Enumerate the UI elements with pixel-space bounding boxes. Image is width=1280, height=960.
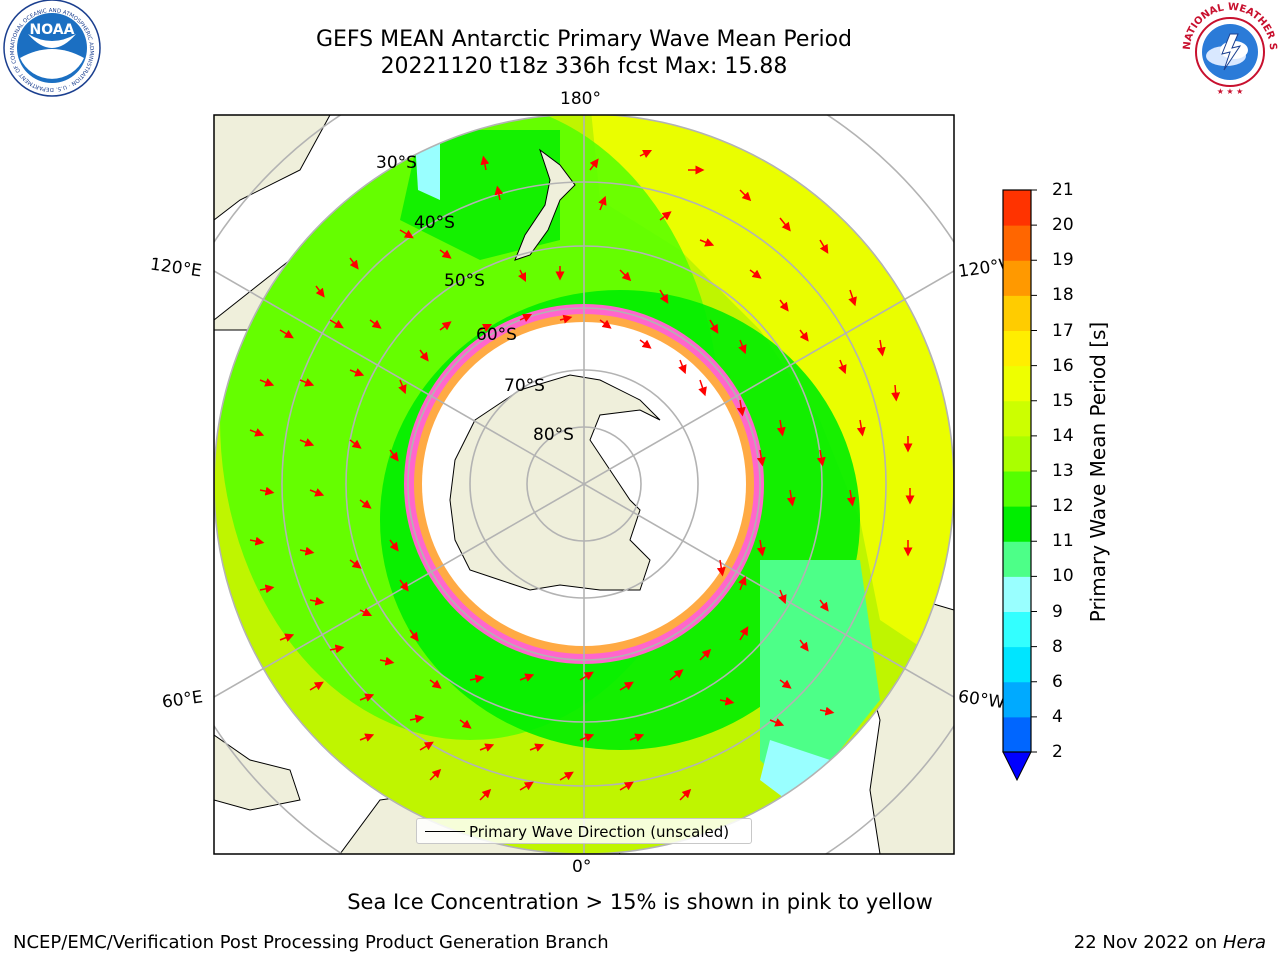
noaa-logo-text: NOAA bbox=[30, 22, 75, 38]
colorbar-block bbox=[1003, 541, 1031, 577]
legend-label: Primary Wave Direction (unscaled) bbox=[469, 823, 730, 841]
colorbar-tick-label: 8 bbox=[1052, 636, 1063, 657]
colorbar-block bbox=[1003, 716, 1031, 753]
colorbar-block bbox=[1003, 681, 1031, 718]
lat-label-40s: 40°S bbox=[414, 213, 455, 233]
colorbar-tick-label: 6 bbox=[1052, 671, 1063, 692]
colorbar-title: Primary Wave Mean Period [s] bbox=[1086, 321, 1110, 623]
colorbar-tick-label: 10 bbox=[1052, 566, 1074, 587]
colorbar-tick-label: 13 bbox=[1052, 461, 1074, 481]
colorbar-tick-label: 9 bbox=[1052, 601, 1063, 622]
colorbar-block bbox=[1003, 611, 1031, 648]
colorbar-block bbox=[1003, 471, 1031, 507]
colorbar-block bbox=[1003, 260, 1031, 296]
colorbar-tick-label: 18 bbox=[1052, 285, 1074, 306]
footer-date-text: 22 Nov 2022 on bbox=[1073, 932, 1223, 953]
footer-host: Hera bbox=[1222, 932, 1266, 953]
colorbar-tick-label: 12 bbox=[1052, 496, 1074, 517]
colorbar-tick-label: 15 bbox=[1052, 390, 1074, 411]
colorbar-extend-arrow bbox=[1002, 751, 1032, 782]
lon-label-180: 180° bbox=[560, 89, 601, 109]
map-title: GEFS MEAN Antarctic Primary Wave Mean Pe… bbox=[315, 27, 853, 52]
lat-label-50s: 50°S bbox=[444, 271, 485, 291]
colorbar-tick-label: 19 bbox=[1052, 250, 1074, 271]
footer-credit: NCEP/EMC/Verification Post Processing Pr… bbox=[13, 932, 609, 953]
colorbar-block bbox=[1003, 576, 1031, 612]
colorbar-tick-label: 16 bbox=[1052, 355, 1074, 376]
colorbar-tick-label: 2 bbox=[1052, 742, 1063, 762]
lat-label-30s: 30°S bbox=[376, 153, 417, 173]
colorbar-block bbox=[1003, 295, 1031, 331]
legend-line-swatch bbox=[425, 831, 465, 832]
colorbar-tick-label: 21 bbox=[1052, 180, 1074, 200]
lon-label-0: 0° bbox=[572, 857, 592, 877]
lat-label-60s: 60°S bbox=[476, 325, 517, 345]
map-legend: Primary Wave Direction (unscaled) bbox=[416, 818, 752, 844]
colorbar-tick-label: 20 bbox=[1052, 215, 1074, 236]
colorbar-block bbox=[1003, 225, 1031, 261]
map-subtitle: 20221120 t18z 336h fcst Max: 15.88 bbox=[380, 54, 788, 79]
sea-ice-note: Sea Ice Concentration > 15% is shown in … bbox=[347, 890, 933, 914]
nws-logo: NATIONAL WEATHER SERVICE ★ ★ ★ bbox=[1180, 0, 1278, 96]
lat-label-70s: 70°S bbox=[504, 376, 545, 396]
colorbar-block bbox=[1003, 330, 1031, 367]
colorbar-block bbox=[1003, 365, 1031, 402]
footer-date: 22 Nov 2022 on Hera bbox=[1074, 932, 1266, 953]
colorbar-block bbox=[1003, 506, 1031, 542]
noaa-logo: NOAA NATIONAL OCEANIC AND ATMOSPHERIC AD… bbox=[0, 0, 101, 97]
colorbar-tick-label: 11 bbox=[1052, 531, 1074, 552]
colorbar-block bbox=[1003, 646, 1031, 683]
colorbar-tick-label: 17 bbox=[1052, 320, 1074, 341]
colorbar bbox=[1002, 189, 1037, 782]
wave-direction-arrows bbox=[249, 149, 915, 801]
colorbar-tick-label: 14 bbox=[1052, 425, 1074, 446]
colorbar-block bbox=[1003, 435, 1031, 472]
colorbar-block bbox=[1003, 400, 1031, 437]
colorbar-tick-label: 4 bbox=[1052, 706, 1063, 727]
lat-label-80s: 80°S bbox=[533, 425, 574, 445]
svg-text:★ ★ ★: ★ ★ ★ bbox=[1217, 87, 1244, 96]
colorbar-block bbox=[1003, 190, 1031, 226]
